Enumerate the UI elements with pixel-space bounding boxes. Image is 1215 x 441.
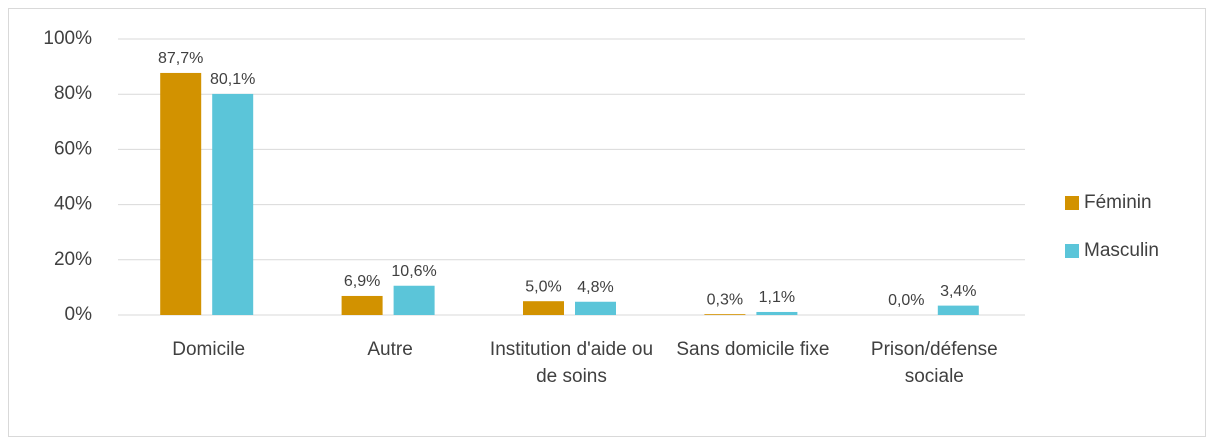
data-label: 3,4% [940,283,976,300]
data-label: 5,0% [525,278,561,295]
bar [704,314,746,315]
y-tick-label: 60% [54,138,92,159]
x-tick-label: Prison/défense sociale [870,339,998,387]
x-tick-label: Sans domicile fixe [676,339,830,360]
legend-label: Féminin [1084,192,1152,213]
data-label: 1,1% [759,289,795,306]
legend-label: Masculin [1084,240,1159,261]
data-label: 0,0% [888,292,924,309]
bar [160,72,202,315]
data-label: 4,8% [577,279,613,296]
legend-swatch [1065,196,1079,210]
bar [937,305,979,315]
data-label: 80,1% [210,71,255,88]
bar [393,285,435,315]
bar [212,93,254,315]
y-tick-label: 40% [54,194,92,215]
x-tick-label: Domicile [172,339,246,360]
bar [341,295,383,315]
data-label: 87,7% [158,50,203,67]
y-tick-label: 20% [54,249,92,270]
data-label: 0,3% [707,291,743,308]
data-label: 6,9% [344,273,380,290]
y-tick-label: 80% [54,83,92,104]
bar [756,311,798,315]
x-tick-label: Autre [367,339,413,360]
y-tick-label: 100% [43,28,92,49]
bar [523,301,564,315]
legend-swatch [1065,244,1079,258]
data-label: 10,6% [391,263,436,280]
bar [575,301,616,315]
y-tick-label: 0% [65,304,93,325]
x-tick-label: Institution d'aide ou de soins [489,339,654,387]
chart-border [8,8,1206,437]
